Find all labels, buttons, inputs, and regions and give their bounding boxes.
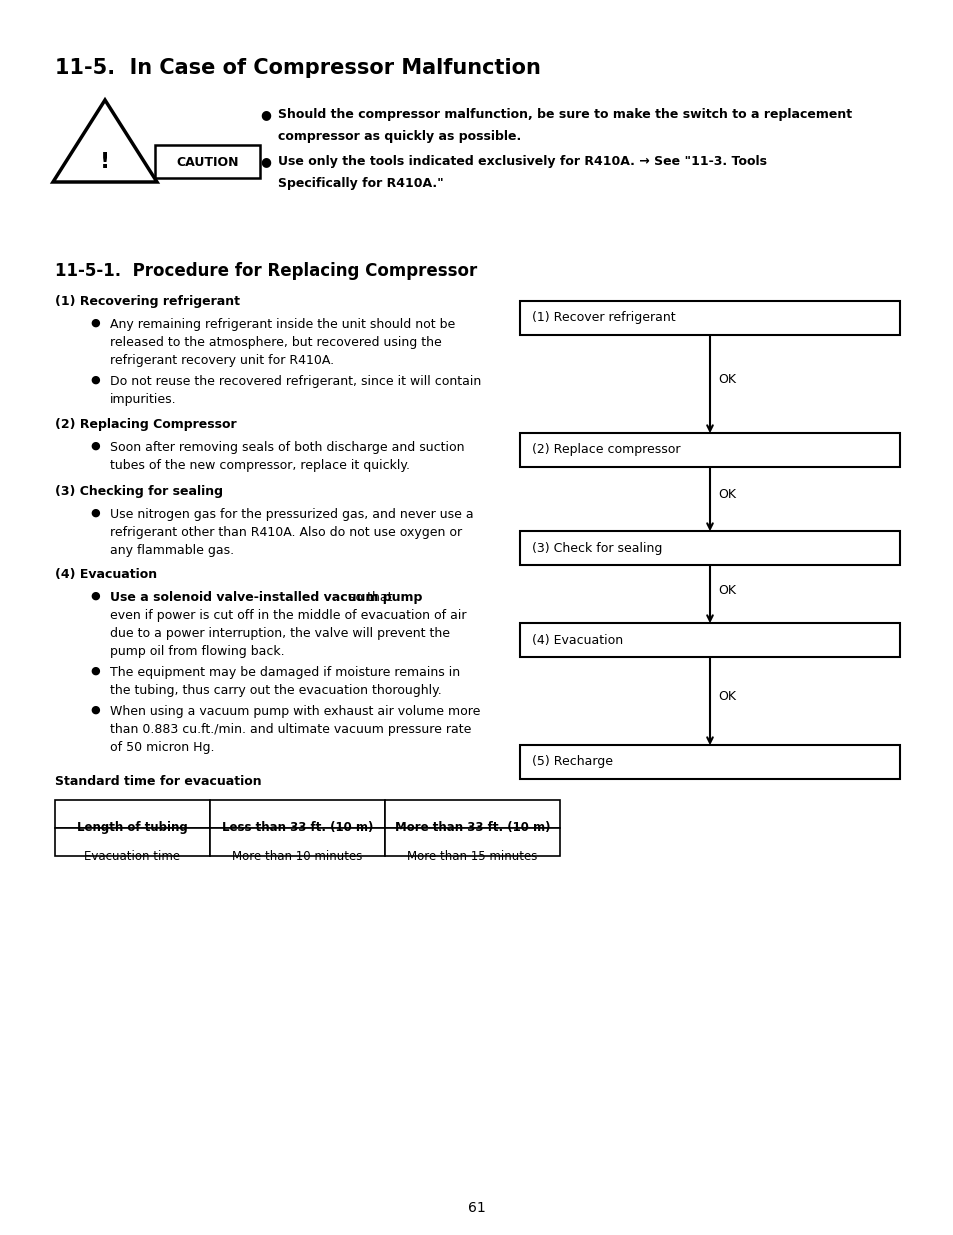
Bar <box>385 800 559 827</box>
Text: ●: ● <box>90 592 100 601</box>
Text: refrigerant recovery unit for R410A.: refrigerant recovery unit for R410A. <box>110 354 334 367</box>
Text: More than 15 minutes: More than 15 minutes <box>407 850 537 862</box>
Text: impurities.: impurities. <box>110 393 176 406</box>
Text: ●: ● <box>260 107 271 121</box>
Text: so that: so that <box>345 592 393 604</box>
Bar <box>519 433 899 467</box>
Text: Length of tubing: Length of tubing <box>77 821 188 835</box>
Text: refrigerant other than R410A. Also do not use oxygen or: refrigerant other than R410A. Also do no… <box>110 526 461 538</box>
Text: CAUTION: CAUTION <box>176 156 238 168</box>
Text: More than 10 minutes: More than 10 minutes <box>233 850 362 862</box>
Text: (2) Replacing Compressor: (2) Replacing Compressor <box>55 417 236 431</box>
Bar <box>210 800 385 827</box>
Text: any flammable gas.: any flammable gas. <box>110 543 233 557</box>
Text: ●: ● <box>260 156 271 168</box>
Bar <box>519 745 899 779</box>
Text: 61: 61 <box>468 1200 485 1215</box>
Bar <box>385 827 559 856</box>
Text: Specifically for R410A.": Specifically for R410A." <box>277 177 443 190</box>
Bar <box>519 622 899 657</box>
Text: even if power is cut off in the middle of evacuation of air: even if power is cut off in the middle o… <box>110 609 466 622</box>
Text: Evacuation time: Evacuation time <box>85 850 180 862</box>
Text: OK: OK <box>718 373 735 387</box>
Bar <box>210 827 385 856</box>
Bar <box>519 531 899 564</box>
Text: compressor as quickly as possible.: compressor as quickly as possible. <box>277 130 520 143</box>
Bar <box>55 800 210 827</box>
Text: (4) Evacuation: (4) Evacuation <box>55 568 157 580</box>
Bar <box>519 301 899 335</box>
Text: Less than 33 ft. (10 m): Less than 33 ft. (10 m) <box>222 821 373 835</box>
Text: of 50 micron Hg.: of 50 micron Hg. <box>110 741 214 755</box>
Text: ●: ● <box>90 666 100 676</box>
Text: (1) Recover refrigerant: (1) Recover refrigerant <box>532 311 675 325</box>
Text: OK: OK <box>718 489 735 501</box>
Text: released to the atmosphere, but recovered using the: released to the atmosphere, but recovere… <box>110 336 441 350</box>
Text: OK: OK <box>718 583 735 597</box>
Text: (1) Recovering refrigerant: (1) Recovering refrigerant <box>55 295 240 308</box>
Text: due to a power interruption, the valve will prevent the: due to a power interruption, the valve w… <box>110 627 450 640</box>
Text: than 0.883 cu.ft./min. and ultimate vacuum pressure rate: than 0.883 cu.ft./min. and ultimate vacu… <box>110 722 471 736</box>
Text: Standard time for evacuation: Standard time for evacuation <box>55 776 261 788</box>
Bar <box>55 827 210 856</box>
Text: (3) Check for sealing: (3) Check for sealing <box>532 541 661 555</box>
Text: !: ! <box>100 152 110 172</box>
Bar <box>154 146 260 179</box>
Text: More than 33 ft. (10 m): More than 33 ft. (10 m) <box>395 821 550 835</box>
Text: ●: ● <box>90 705 100 715</box>
Text: ●: ● <box>90 317 100 329</box>
Text: (2) Replace compressor: (2) Replace compressor <box>532 443 679 457</box>
Text: pump oil from flowing back.: pump oil from flowing back. <box>110 645 284 658</box>
Text: (4) Evacuation: (4) Evacuation <box>532 634 622 646</box>
Text: ●: ● <box>90 375 100 385</box>
Text: 11-5-1.  Procedure for Replacing Compressor: 11-5-1. Procedure for Replacing Compress… <box>55 262 476 280</box>
Text: (3) Checking for sealing: (3) Checking for sealing <box>55 485 223 498</box>
Text: Soon after removing seals of both discharge and suction: Soon after removing seals of both discha… <box>110 441 464 454</box>
Text: Use a solenoid valve-installed vacuum pump: Use a solenoid valve-installed vacuum pu… <box>110 592 422 604</box>
Text: Use nitrogen gas for the pressurized gas, and never use a: Use nitrogen gas for the pressurized gas… <box>110 508 473 521</box>
Text: Use only the tools indicated exclusively for R410A. → See "11-3. Tools: Use only the tools indicated exclusively… <box>277 156 766 168</box>
Text: When using a vacuum pump with exhaust air volume more: When using a vacuum pump with exhaust ai… <box>110 705 480 718</box>
Text: (5) Recharge: (5) Recharge <box>532 756 613 768</box>
Text: Do not reuse the recovered refrigerant, since it will contain: Do not reuse the recovered refrigerant, … <box>110 375 480 388</box>
Text: the tubing, thus carry out the evacuation thoroughly.: the tubing, thus carry out the evacuatio… <box>110 684 441 697</box>
Text: ●: ● <box>90 508 100 517</box>
Text: 11-5.  In Case of Compressor Malfunction: 11-5. In Case of Compressor Malfunction <box>55 58 540 78</box>
Text: OK: OK <box>718 690 735 704</box>
Text: Any remaining refrigerant inside the unit should not be: Any remaining refrigerant inside the uni… <box>110 317 455 331</box>
Text: tubes of the new compressor, replace it quickly.: tubes of the new compressor, replace it … <box>110 459 410 472</box>
Text: The equipment may be damaged if moisture remains in: The equipment may be damaged if moisture… <box>110 666 459 679</box>
Text: Should the compressor malfunction, be sure to make the switch to a replacement: Should the compressor malfunction, be su… <box>277 107 851 121</box>
Text: ●: ● <box>90 441 100 451</box>
